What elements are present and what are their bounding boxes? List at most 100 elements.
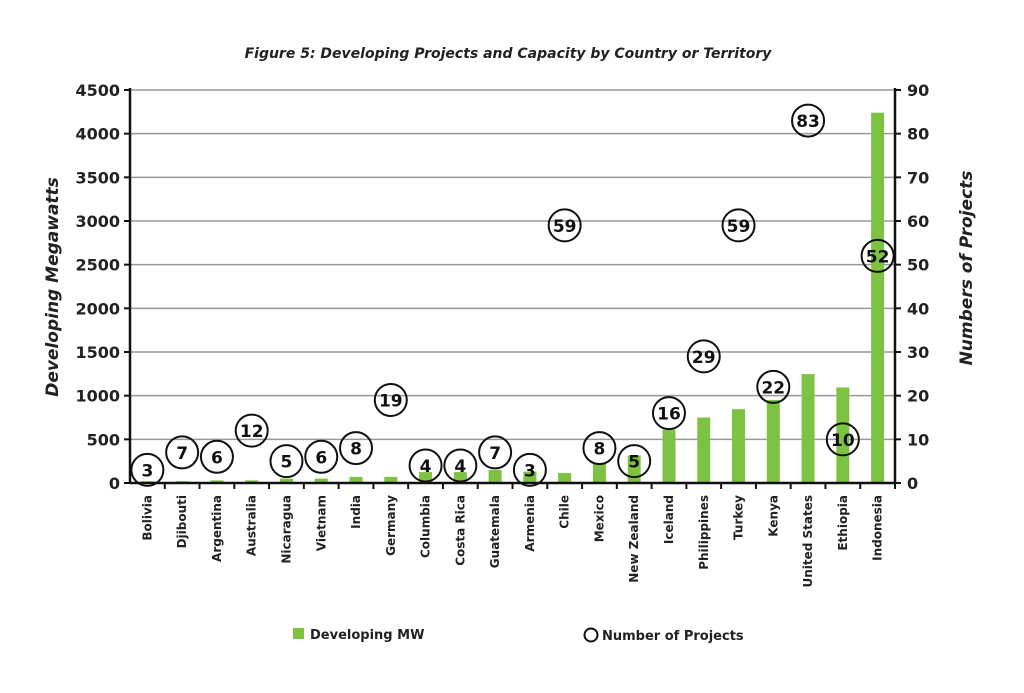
legend: Developing MW Number of Projects [293, 627, 744, 644]
y-tick-label: 1000 [75, 387, 120, 406]
y-tick-label: 2500 [75, 256, 120, 275]
y-axis-label: Developing Megawatts [43, 177, 63, 397]
project-count-label: 52 [866, 247, 890, 267]
bar-argentina [210, 480, 224, 483]
project-count-marker [860, 238, 895, 273]
y2-axis-label: Numbers of Projects [957, 171, 977, 366]
y-tick-label: 3000 [75, 212, 120, 231]
x-tick-label: Columbia [419, 495, 433, 558]
project-count-label: 8 [350, 440, 362, 460]
x-tick-label: Vietnam [314, 495, 328, 551]
legend-label-circles: Number of Projects [602, 629, 744, 644]
bar-costa-rica [453, 472, 467, 483]
bar-chile [558, 472, 572, 483]
bar-mexico [592, 462, 606, 483]
y2-tick-label: 50 [907, 256, 929, 275]
x-tick-label: Indonesia [871, 495, 885, 561]
x-tick-label: Costa Rica [453, 495, 467, 566]
x-tick-label: United States [801, 495, 815, 588]
project-count-label: 29 [692, 348, 716, 368]
x-tick-label: Armenia [523, 495, 537, 552]
y-tick-label: 500 [87, 430, 120, 449]
y2-tick-label: 30 [907, 343, 929, 362]
chart-title: Figure 5: Developing Projects and Capaci… [245, 46, 773, 62]
bar-turkey [732, 409, 746, 483]
project-count-marker [304, 439, 339, 474]
bar-philippines [697, 417, 711, 483]
bar-united-states [801, 374, 815, 483]
project-count-label: 7 [489, 444, 501, 464]
bar-germany [384, 476, 398, 483]
bar-australia [245, 480, 259, 483]
y-tick-label: 2000 [75, 299, 120, 318]
bar-vietnam [314, 478, 328, 483]
project-count-marker [443, 448, 478, 483]
bar-nicaragua [279, 478, 293, 483]
x-tick-label: New Zealand [627, 495, 641, 583]
bar-kenya [766, 400, 780, 483]
project-count-marker [478, 435, 513, 470]
y2-tick-label: 90 [907, 81, 929, 100]
project-count-label: 16 [657, 405, 681, 425]
project-count-marker [165, 435, 200, 470]
project-count-label: 6 [315, 448, 327, 468]
project-count-label: 59 [553, 217, 577, 237]
project-count-label: 10 [831, 431, 855, 451]
project-count-label: 4 [454, 457, 466, 477]
project-count-label: 59 [727, 217, 751, 237]
x-tick-label: Djibouti [175, 495, 189, 548]
project-count-label: 4 [420, 457, 432, 477]
x-tick-label: Turkey [732, 495, 746, 540]
project-count-marker [686, 339, 721, 374]
project-count-marker [408, 448, 443, 483]
bar-armenia [523, 471, 537, 483]
y2-tick-label: 70 [907, 168, 929, 187]
project-count-label: 3 [141, 461, 153, 481]
project-count-marker [825, 422, 860, 457]
x-tick-label: Ethiopia [836, 495, 850, 551]
bar-columbia [419, 472, 433, 483]
project-count-marker [199, 439, 234, 474]
project-count-marker [547, 208, 582, 243]
project-count-label: 3 [524, 461, 536, 481]
x-tick-label: India [349, 495, 363, 529]
project-count-label: 22 [761, 378, 785, 398]
y-tick-label: 0 [109, 474, 120, 493]
project-count-marker [756, 369, 791, 404]
project-count-marker [582, 431, 617, 466]
project-count-marker [512, 452, 547, 487]
x-tick-label: Iceland [662, 495, 676, 544]
x-tick-label: Guatemala [488, 495, 502, 568]
bar-iceland [662, 429, 676, 483]
legend-swatch-circles [583, 627, 599, 643]
legend-label-bars: Developing MW [310, 628, 424, 643]
bar-guatemala [488, 469, 502, 483]
y-tick-label: 1500 [75, 343, 120, 362]
x-tick-label: Argentina [210, 495, 224, 562]
bar-ethiopia [836, 387, 850, 483]
project-count-label: 12 [240, 422, 264, 442]
project-count-marker [373, 383, 408, 418]
y2-tick-label: 20 [907, 387, 929, 406]
project-count-marker [339, 431, 374, 466]
project-count-label: 5 [628, 453, 640, 473]
project-count-marker [130, 452, 165, 487]
legend-swatch-bars [293, 628, 304, 639]
project-count-label: 5 [281, 453, 293, 473]
y2-tick-label: 10 [907, 430, 929, 449]
x-tick-label: Chile [558, 495, 572, 529]
project-count-label: 19 [379, 392, 403, 412]
x-tick-label: Mexico [592, 495, 606, 542]
project-count-label: 6 [211, 448, 223, 468]
y2-tick-label: 0 [907, 474, 918, 493]
x-tick-label: Australia [245, 495, 259, 556]
project-count-label: 83 [796, 112, 820, 132]
project-count-label: 7 [176, 444, 188, 464]
x-tick-label: Bolivia [140, 495, 154, 541]
y-tick-label: 3500 [75, 168, 120, 187]
bar-indonesia [871, 112, 885, 483]
project-count-marker [721, 208, 756, 243]
x-tick-label: Germany [384, 495, 398, 556]
